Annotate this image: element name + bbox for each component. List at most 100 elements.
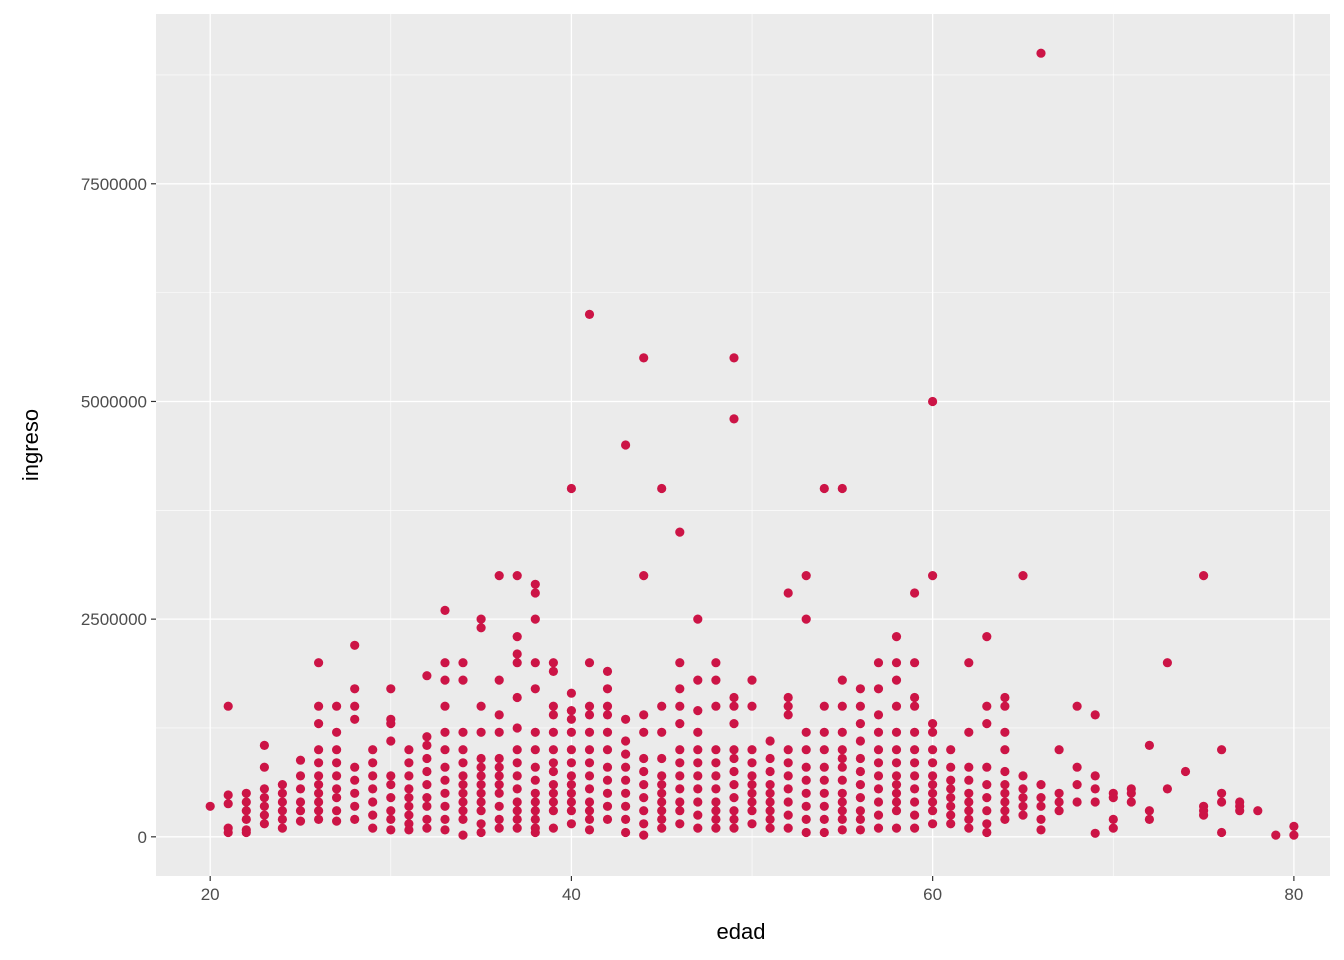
data-point	[494, 727, 504, 737]
data-point	[729, 692, 739, 703]
data-point	[404, 745, 414, 755]
data-point	[404, 801, 414, 811]
data-point	[855, 766, 866, 777]
data-point	[223, 827, 233, 838]
data-point	[783, 784, 793, 794]
data-point	[404, 758, 414, 768]
data-point	[476, 771, 486, 781]
data-point	[259, 793, 269, 803]
data-point	[765, 753, 775, 764]
data-point	[314, 814, 324, 825]
data-point	[675, 806, 685, 816]
data-point	[566, 819, 577, 829]
data-point	[512, 632, 522, 642]
data-point	[928, 788, 938, 798]
data-point	[350, 640, 360, 650]
data-point	[1144, 806, 1154, 816]
data-point	[747, 797, 757, 807]
data-point	[765, 823, 775, 833]
data-point	[512, 723, 522, 733]
data-point	[422, 780, 432, 790]
data-point	[621, 827, 631, 838]
data-point	[494, 814, 504, 825]
data-point	[458, 771, 468, 781]
data-point	[946, 810, 956, 820]
data-point	[964, 727, 974, 737]
data-point	[223, 701, 233, 711]
data-point	[675, 758, 685, 768]
data-point	[747, 819, 757, 829]
x-axis-title: edad	[717, 919, 766, 944]
data-point	[693, 823, 703, 833]
data-point	[1180, 766, 1191, 777]
data-point	[332, 816, 342, 826]
data-point	[277, 823, 287, 833]
data-point	[476, 762, 486, 772]
data-point	[910, 701, 920, 711]
data-point	[837, 483, 847, 494]
data-point	[440, 825, 450, 835]
data-point	[928, 758, 938, 768]
data-point	[332, 727, 342, 737]
data-point	[819, 827, 829, 838]
data-point	[783, 692, 793, 703]
data-point	[675, 527, 685, 537]
data-point	[928, 771, 938, 781]
data-point	[458, 727, 468, 737]
data-point	[621, 788, 631, 798]
data-point	[314, 797, 324, 807]
data-point	[783, 745, 793, 755]
data-point	[855, 701, 866, 711]
data-point	[241, 788, 251, 798]
data-point	[657, 780, 667, 790]
data-point	[1072, 762, 1082, 772]
data-point	[873, 684, 884, 694]
data-point	[494, 780, 504, 790]
data-point	[873, 823, 884, 833]
data-point	[928, 571, 938, 581]
data-point	[241, 806, 251, 816]
data-point	[476, 827, 486, 838]
data-point	[259, 801, 269, 811]
data-point	[964, 814, 974, 825]
data-point	[530, 788, 540, 798]
data-point	[458, 675, 468, 685]
data-point	[566, 797, 577, 807]
data-point	[602, 684, 613, 694]
data-point	[1090, 710, 1100, 720]
data-point	[729, 780, 739, 790]
data-point	[855, 736, 866, 746]
data-point	[512, 784, 522, 794]
data-point	[422, 753, 432, 764]
data-point	[765, 780, 775, 790]
data-point	[819, 483, 829, 494]
data-point	[783, 710, 793, 720]
data-point	[765, 766, 775, 777]
data-point	[332, 771, 342, 781]
data-point	[639, 753, 649, 764]
data-point	[368, 797, 378, 807]
data-point	[277, 788, 287, 798]
data-point	[1126, 797, 1136, 807]
data-point	[458, 814, 468, 825]
data-point	[314, 758, 324, 768]
data-point	[657, 823, 667, 833]
data-point	[440, 675, 450, 685]
data-point	[711, 758, 721, 768]
data-point	[801, 788, 811, 798]
data-point	[819, 801, 829, 811]
data-point	[530, 775, 540, 785]
data-point	[548, 710, 559, 720]
data-point	[1217, 827, 1227, 838]
data-point	[729, 793, 739, 803]
data-point	[910, 588, 920, 598]
data-point	[1090, 828, 1100, 838]
data-point	[584, 806, 595, 816]
data-point	[657, 483, 667, 494]
data-point	[350, 762, 360, 772]
data-point	[928, 719, 938, 729]
data-point	[602, 727, 613, 737]
data-point	[277, 797, 287, 807]
data-point	[873, 745, 884, 755]
data-point	[584, 710, 595, 720]
